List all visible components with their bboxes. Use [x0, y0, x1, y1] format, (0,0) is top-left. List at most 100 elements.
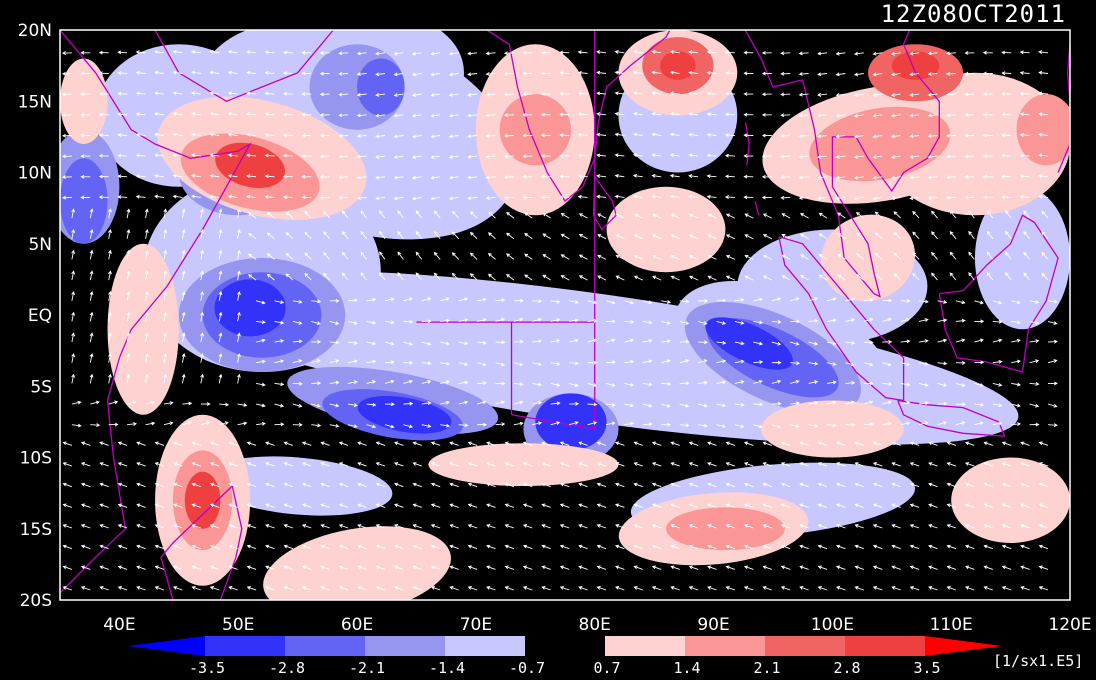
wind-arrow: [964, 113, 975, 117]
wind-arrow: [931, 231, 938, 240]
wind-arrow: [449, 462, 459, 467]
wind-arrow: [1020, 565, 1030, 570]
wind-arrow: [734, 297, 745, 302]
wind-arrow: [154, 503, 165, 508]
wind-arrow: [946, 441, 957, 446]
wind-arrow: [285, 273, 294, 281]
wind-arrow: [486, 565, 496, 570]
wind-arrow: [1020, 544, 1030, 550]
wind-arrow: [348, 403, 358, 408]
wind-arrow: [974, 382, 984, 387]
wind-arrow: [964, 71, 975, 76]
wind-arrow: [624, 300, 634, 305]
wind-arrow: [467, 503, 478, 508]
wind-arrow: [744, 213, 754, 219]
wind-arrow: [62, 503, 73, 508]
wind-arrow: [836, 544, 846, 550]
wind-arrow: [274, 403, 285, 408]
wind-arrow: [743, 462, 754, 467]
wind-arrow: [522, 51, 533, 55]
wind-arrow: [1001, 544, 1012, 550]
wind-arrow: [248, 232, 257, 240]
wind-arrow: [486, 482, 496, 488]
wind-arrow: [503, 154, 514, 159]
wind-arrow: [587, 300, 598, 305]
wind-arrow: [893, 252, 902, 260]
contour-region: [357, 58, 405, 116]
wind-arrow: [854, 565, 864, 570]
wind-arrow: [209, 49, 220, 54]
wind-arrow: [577, 112, 588, 117]
wind-arrow: [71, 249, 76, 260]
contour-region: [202, 456, 393, 516]
wind-arrow: [540, 50, 551, 55]
wind-arrow: [89, 332, 94, 343]
wind-arrow: [181, 352, 186, 363]
wind-arrow: [375, 134, 386, 139]
wind-arrow: [415, 230, 423, 240]
wind-arrow: [440, 318, 451, 323]
lon-label: 60E: [341, 615, 373, 635]
wind-arrow: [99, 503, 109, 508]
wind-arrow: [440, 361, 451, 366]
wind-arrow: [403, 341, 413, 346]
wind-arrow: [937, 338, 948, 343]
wind-arrow: [191, 544, 201, 550]
colorbar-segment: [445, 636, 525, 656]
wind-arrow: [781, 213, 791, 219]
wind-arrow: [946, 524, 957, 529]
wind-arrow: [1029, 359, 1040, 364]
wind-arrow: [458, 423, 469, 428]
wind-arrow: [430, 134, 441, 139]
wind-arrow: [964, 133, 975, 138]
wind-arrow: [707, 482, 717, 488]
wind-arrow: [725, 275, 736, 281]
wind-arrow: [743, 92, 754, 96]
wind-arrow: [688, 462, 699, 467]
wind-arrow: [338, 133, 349, 138]
contour-region: [666, 507, 785, 551]
wind-arrow: [274, 422, 285, 427]
wind-arrow: [311, 423, 322, 428]
wind-arrow: [421, 341, 432, 346]
wind-arrow: [338, 524, 349, 529]
wind-arrow: [762, 586, 772, 591]
wind-arrow: [669, 70, 680, 75]
wind-arrow: [154, 91, 165, 96]
wind-arrow: [734, 380, 745, 384]
wind-arrow: [366, 297, 377, 302]
wind-arrow: [320, 544, 330, 550]
wind-arrow: [487, 273, 496, 281]
wind-arrow: [808, 400, 819, 405]
wind-arrow: [632, 132, 643, 137]
wind-arrow: [863, 340, 874, 345]
wind-arrow: [605, 338, 616, 343]
wind-arrow: [578, 524, 588, 529]
wind-arrow: [394, 565, 404, 570]
wind-arrow: [780, 524, 791, 529]
wind-arrow: [669, 132, 680, 137]
wind-arrow: [780, 503, 791, 508]
wind-arrow: [301, 195, 312, 200]
wind-arrow: [1029, 300, 1040, 304]
wind-arrow: [71, 290, 76, 301]
wind-arrow: [1019, 174, 1030, 179]
wind-arrow: [228, 524, 238, 529]
wind-arrow: [633, 482, 643, 488]
wind-arrow: [734, 341, 745, 346]
wind-arrow: [469, 273, 478, 281]
wind-arrow: [577, 174, 588, 179]
contour-region: [107, 243, 179, 415]
wind-arrow: [440, 423, 451, 428]
wind-arrow: [467, 175, 478, 180]
wind-arrow: [393, 175, 404, 180]
contour-region: [606, 186, 726, 273]
wind-arrow: [532, 400, 543, 405]
coastline: [754, 200, 760, 216]
wind-arrow: [541, 503, 551, 508]
wind-arrow: [173, 565, 183, 570]
wind-arrow: [524, 233, 533, 240]
wind-arrow: [356, 154, 367, 159]
wind-arrow: [965, 586, 975, 591]
wind-arrow: [891, 503, 901, 508]
